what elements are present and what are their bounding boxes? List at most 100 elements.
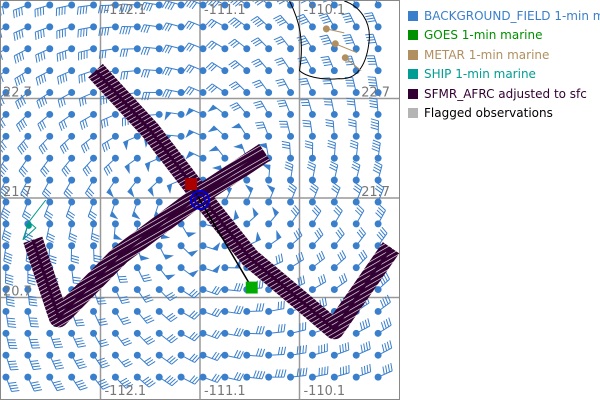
wind-barb [374, 317, 392, 337]
storm-center-marker [190, 190, 210, 210]
legend-item-goes[interactable]: GOES 1-min marine [408, 26, 600, 46]
wind-barb [199, 285, 223, 296]
wind-barb [111, 307, 132, 326]
wind-barb [68, 329, 86, 348]
wind-barb [13, 45, 32, 64]
wind-barb [251, 58, 273, 75]
wind-barb [308, 343, 328, 359]
wind-barb [162, 66, 185, 76]
legend-item-metar[interactable]: METAR 1-min marine [408, 45, 600, 65]
wind-barb [119, 45, 141, 57]
wind-barb [120, 67, 141, 80]
wind-barb [80, 132, 98, 154]
wind-barb [308, 204, 322, 228]
wind-barb [374, 294, 391, 315]
wind-barb [369, 97, 382, 118]
wind-barb [227, 1, 251, 9]
wind-barb [207, 125, 229, 140]
lat-label: 20.7 [3, 285, 32, 300]
wind-barb [325, 119, 338, 140]
wind-barb [352, 341, 371, 359]
wind-barb [330, 250, 347, 272]
goes-marker [245, 281, 258, 294]
wind-barb [17, 132, 32, 155]
wind-barb [100, 110, 119, 129]
wind-barb [374, 362, 393, 381]
wind-barb [243, 303, 265, 315]
wind-barb [370, 118, 382, 140]
wind-barb [162, 89, 185, 99]
wind-barb [287, 367, 308, 381]
wind-barb [276, 99, 295, 118]
wind-barb [34, 1, 54, 18]
wind-barb [183, 20, 207, 31]
wind-barb [15, 89, 32, 110]
wind-barb [140, 23, 163, 34]
wind-barb [140, 67, 163, 78]
wind-barb [24, 264, 36, 286]
wind-barb [101, 132, 119, 153]
wind-barb [56, 45, 76, 62]
wind-barb [77, 23, 98, 38]
wind-barb [207, 104, 229, 118]
track-segment-line [190, 184, 253, 288]
wind-barb [35, 67, 54, 86]
lat-label: 22.7 [361, 86, 390, 101]
storm-center-inner [194, 194, 206, 206]
wind-barb [371, 139, 382, 162]
wind-barb [177, 307, 201, 320]
wind-barb [320, 55, 338, 75]
wind-barb [65, 198, 76, 222]
wind-barb [1, 132, 10, 155]
wind-barb [24, 351, 42, 371]
wind-barb [177, 351, 201, 363]
wind-barb [1, 23, 10, 38]
legend-swatch [408, 88, 418, 99]
wind-barb [24, 329, 41, 349]
wind-barb [298, 77, 316, 97]
wind-barb [63, 176, 76, 200]
legend-label: METAR 1-min marine [424, 47, 550, 62]
legend-swatch [408, 108, 418, 119]
lat-label: 21.7 [361, 185, 390, 200]
wind-barb [372, 160, 383, 184]
wind-barb [287, 344, 307, 359]
wind-barb [85, 176, 98, 200]
metar-observations [322, 25, 362, 72]
wind-barb [1, 45, 10, 60]
wind-barb [155, 373, 179, 387]
wind-barb [278, 120, 295, 140]
wind-barb [199, 307, 223, 318]
legend-item-background-field[interactable]: BACKGROUND_FIELD 1-min m [408, 6, 600, 26]
wind-barb [68, 264, 82, 285]
wind-barb [322, 1, 338, 9]
legend-item-flagged[interactable]: Flagged observations [408, 104, 600, 124]
legend-item-ship[interactable]: SHIP 1-min marine [408, 65, 600, 85]
wind-barb [243, 370, 266, 381]
wind-barb [46, 220, 56, 243]
wind-barb [140, 45, 163, 56]
wind-barb [185, 129, 207, 140]
wind-barb [221, 327, 244, 337]
wind-barb [308, 366, 329, 381]
wind-barb [330, 342, 350, 359]
legend-item-sfmr[interactable]: SFMR_AFRC adjusted to sfc [408, 84, 600, 104]
wind-barb [374, 204, 386, 228]
wind-barb [255, 121, 273, 140]
wind-barb [155, 264, 176, 281]
wind-barb [61, 154, 76, 177]
wind-analysis-map[interactable]: -112.1 -111.1 -110.1 -112.1 -111.1 -110.… [0, 0, 400, 400]
wind-barb [55, 1, 76, 17]
wind-barb [177, 242, 199, 257]
wind-barb [352, 227, 366, 250]
wind-barb [35, 45, 54, 63]
wind-barb [177, 373, 201, 385]
wind-barb [352, 363, 372, 381]
wind-barb [351, 161, 361, 184]
wind-barb [265, 323, 286, 337]
wind-barb [199, 351, 223, 361]
wind-barb [21, 198, 32, 222]
legend-swatch [408, 30, 418, 41]
wind-barb [68, 242, 80, 264]
wind-barb [308, 227, 324, 250]
